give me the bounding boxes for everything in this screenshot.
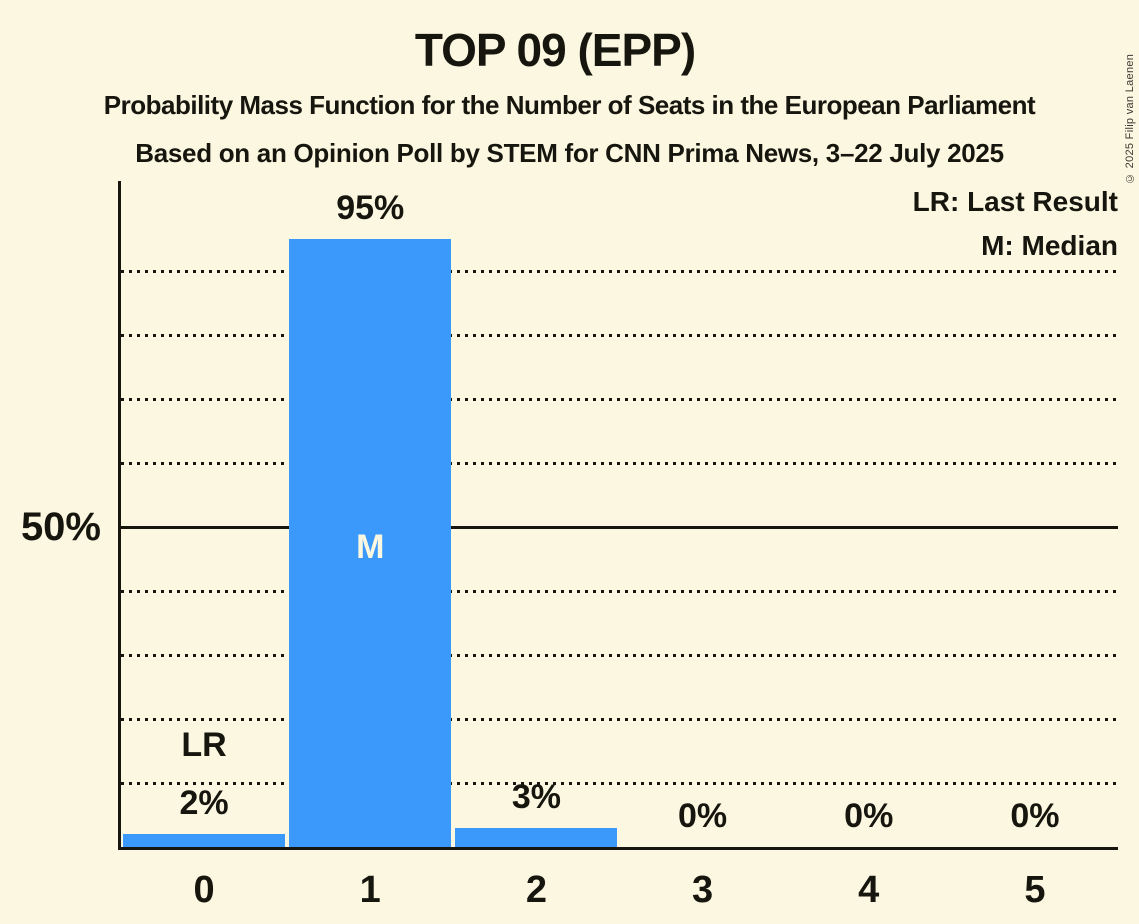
bar-value-label-seats-0: 2% xyxy=(179,784,229,823)
legend-median: M: Median xyxy=(981,230,1118,261)
chart-subtitle-poll: Based on an Opinion Poll by STEM for CNN… xyxy=(135,138,1004,168)
gridline-30pct xyxy=(121,654,1118,657)
x-axis-label-3: 3 xyxy=(692,869,714,911)
bar-value-label-seats-4: 0% xyxy=(844,797,894,835)
gridline-80pct xyxy=(121,334,1118,337)
x-axis-label-2: 2 xyxy=(525,869,547,911)
bar-value-label-seats-3: 0% xyxy=(678,797,728,835)
bar-seats-0 xyxy=(123,834,286,847)
gridline-50pct-solid xyxy=(121,526,1118,529)
gridline-60pct xyxy=(121,462,1118,465)
gridline-40pct xyxy=(121,590,1118,593)
plot-area: 50% LR: Last Result M: Median 2% 0 LR 95% 1 M… xyxy=(21,181,1118,911)
gridline-10pct xyxy=(121,782,1118,785)
bar-value-label-seats-2: 3% xyxy=(511,777,561,816)
bar-seats-2 xyxy=(455,827,618,847)
gridline-90pct xyxy=(121,270,1118,273)
legend-last-result: LR: Last Result xyxy=(912,186,1118,217)
gridline-70pct xyxy=(121,398,1118,401)
last-result-marker: LR xyxy=(181,726,227,765)
x-axis-label-0: 0 xyxy=(193,869,215,911)
x-axis-label-5: 5 xyxy=(1024,869,1046,911)
bar-value-label-seats-1: 95% xyxy=(336,189,405,227)
chart-subtitle-pmf: Probability Mass Function for the Number… xyxy=(103,90,1036,120)
bar-value-label-seats-5: 0% xyxy=(1010,797,1060,835)
chart-title: TOP 09 (EPP) xyxy=(414,24,696,76)
x-axis-label-4: 4 xyxy=(858,869,880,911)
bar-seats-1 xyxy=(289,239,452,847)
y-axis-tick-50: 50% xyxy=(20,505,101,549)
median-marker: M xyxy=(356,528,385,566)
gridline-20pct xyxy=(121,718,1118,721)
x-axis-label-1: 1 xyxy=(359,869,381,911)
